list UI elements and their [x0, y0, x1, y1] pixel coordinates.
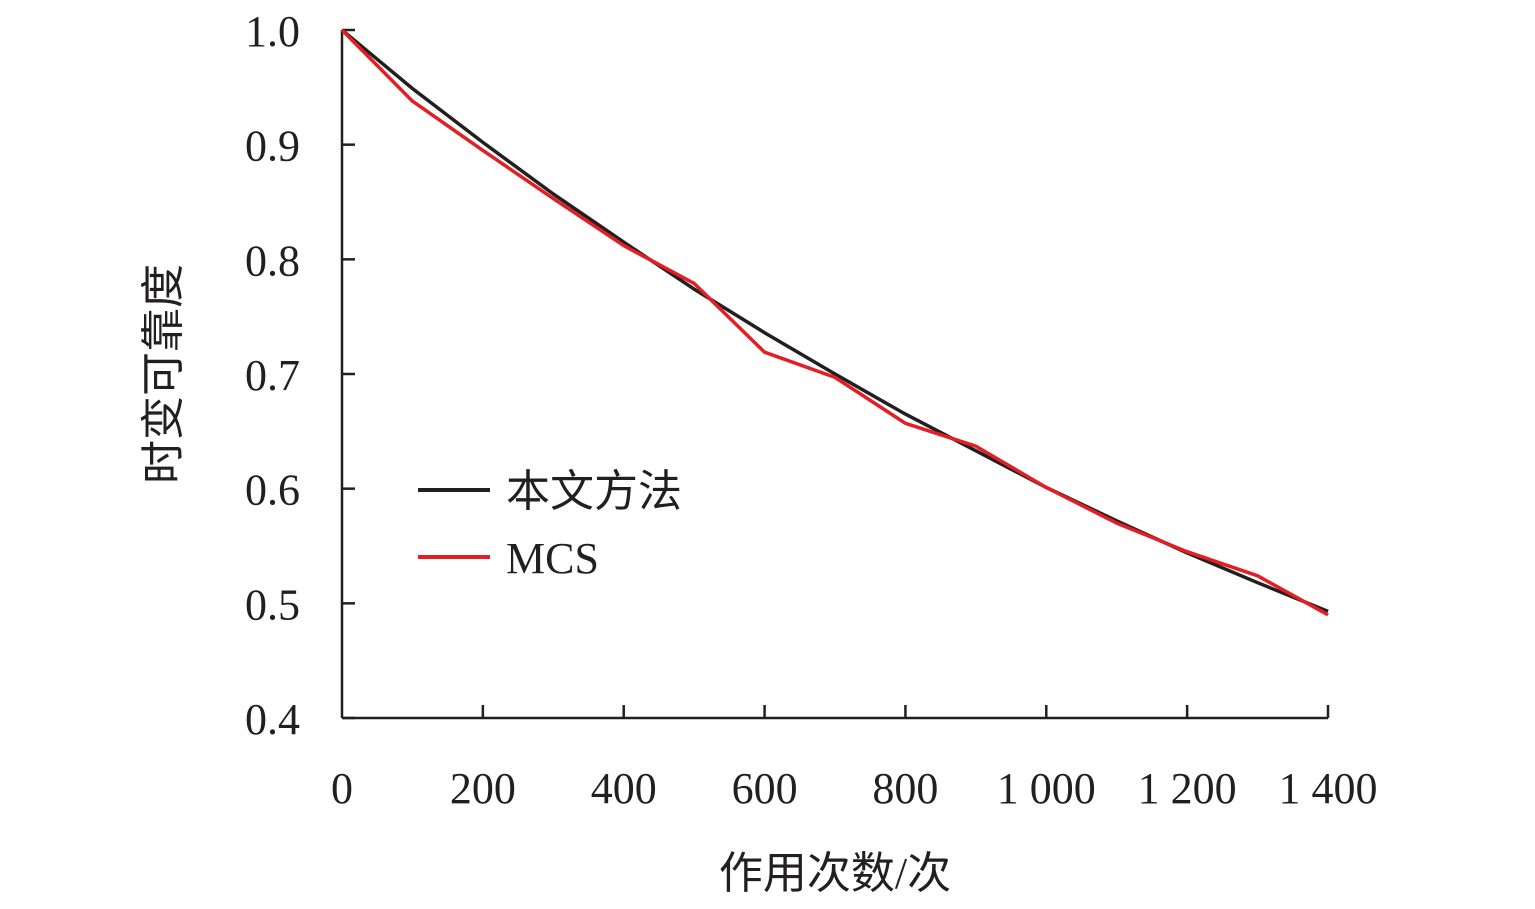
y-tick-label: 0.6	[245, 466, 300, 515]
x-tick-label: 1 200	[1138, 764, 1237, 813]
x-tick-label: 1 000	[997, 764, 1096, 813]
y-tick-label: 1.0	[245, 7, 300, 56]
ticks: 0.4 0.5 0.6 0.7 0.8 0.9 1.0 0 200 400 600 800 1 000 1…	[245, 7, 1378, 813]
x-tick-label: 0	[331, 764, 353, 813]
x-axis-title: 作用次数/次	[719, 849, 951, 898]
y-axis-title: 时变可靠度	[139, 264, 188, 484]
x-tick-label: 600	[732, 764, 798, 813]
y-tick-label: 0.8	[245, 236, 300, 285]
y-tick-label: 0.9	[245, 122, 300, 171]
y-tick-label: 0.7	[245, 351, 300, 400]
series-line-1	[340, 28, 1329, 617]
x-tick-label: 200	[450, 764, 516, 813]
legend-label-series-0: 本文方法	[506, 467, 682, 516]
legend: 本文方法 MCS	[418, 467, 682, 583]
legend-label-series-1: MCS	[506, 534, 599, 583]
x-tick-label: 400	[591, 764, 657, 813]
series-lines	[340, 28, 1329, 617]
y-tick-label: 0.4	[245, 695, 300, 744]
y-tick-label: 0.5	[245, 580, 300, 629]
x-tick-label: 1 400	[1279, 764, 1378, 813]
x-tick-label: 800	[872, 764, 938, 813]
series-line-0	[340, 28, 1329, 614]
